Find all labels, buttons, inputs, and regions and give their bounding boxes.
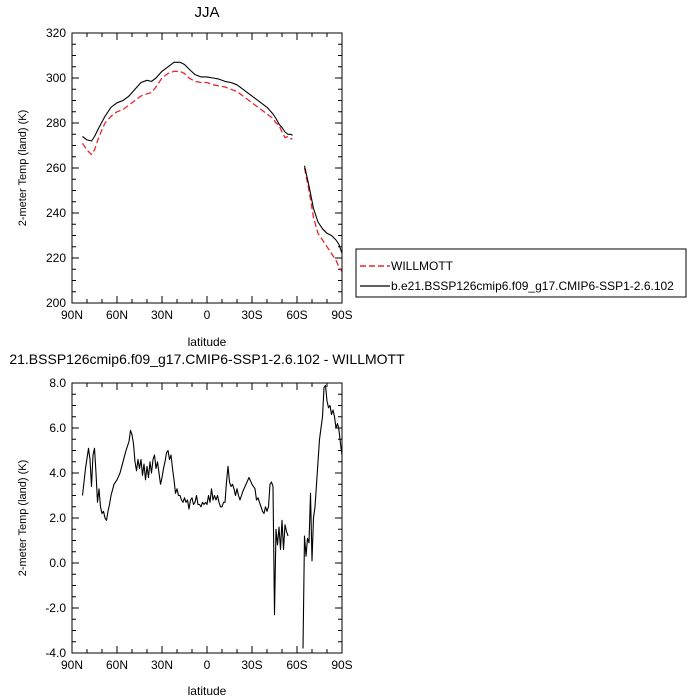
bottom-chart-xtick-label: 60N bbox=[106, 658, 128, 672]
legend-box bbox=[355, 248, 687, 298]
bottom-chart-ytick-label: 8.0 bbox=[49, 376, 66, 390]
bottom-chart-ytick-label: -4.0 bbox=[45, 646, 66, 660]
legend: WILLMOTT b.e21.BSSP126cmip6.f09_g17.CMIP… bbox=[355, 248, 687, 298]
bottom-chart-frame bbox=[71, 382, 343, 654]
top-chart-xtick-label: 0 bbox=[204, 308, 211, 322]
bottom-chart-series-0-line bbox=[302, 384, 343, 649]
bottom-chart-xlabel: latitude bbox=[188, 684, 227, 698]
bottom-chart-ytick-label: 2.0 bbox=[49, 511, 66, 525]
top-chart-xtick-label: 90S bbox=[331, 308, 352, 322]
top-chart-ylabel: 2-meter Temp (land) (K) bbox=[17, 110, 29, 227]
bottom-chart-ytick-label: -2.0 bbox=[45, 601, 66, 615]
top-chart-frame bbox=[71, 32, 343, 304]
bottom-chart-xtick-label: 30N bbox=[151, 658, 173, 672]
top-chart-xtick-label: 60S bbox=[286, 308, 307, 322]
top-chart-series-1-line bbox=[303, 165, 343, 254]
bottom-chart-xtick-label: 90S bbox=[331, 658, 352, 672]
top-chart-ytick-label: 220 bbox=[46, 251, 66, 265]
bottom-chart-xtick-label: 90N bbox=[61, 658, 83, 672]
top-chart-xtick-label: 60N bbox=[106, 308, 128, 322]
top-chart-xtick-label: 90N bbox=[61, 308, 83, 322]
top-chart-ytick-label: 280 bbox=[46, 116, 66, 130]
bottom-chart: 21.BSSP126cmip6.f09_g17.CMIP6-SSP1-2.6.1… bbox=[9, 351, 405, 698]
bottom-chart-ylabel: 2-meter Temp (land) (K) bbox=[17, 460, 29, 577]
bottom-chart-title: 21.BSSP126cmip6.f09_g17.CMIP6-SSP1-2.6.1… bbox=[9, 351, 405, 367]
bottom-chart-ytick-label: 6.0 bbox=[49, 421, 66, 435]
bottom-chart-ytick-label: 4.0 bbox=[49, 466, 66, 480]
top-chart-xlabel: latitude bbox=[188, 335, 227, 349]
top-chart-ytick-label: 320 bbox=[46, 26, 66, 40]
legend-label-willmott: WILLMOTT bbox=[391, 259, 454, 273]
bottom-chart-ytick-label: 0.0 bbox=[49, 556, 66, 570]
top-chart-title: JJA bbox=[194, 4, 219, 21]
top-chart-ytick-label: 240 bbox=[46, 206, 66, 220]
top-chart: JJA 2-meter Temp (land) (K) latitude 90N… bbox=[17, 4, 353, 349]
bottom-chart-xtick-label: 30S bbox=[241, 658, 262, 672]
top-chart-xtick-label: 30S bbox=[241, 308, 262, 322]
legend-label-model: b.e21.BSSP126cmip6.f09_g17.CMIP6-SSP1-2.… bbox=[391, 279, 674, 293]
bottom-chart-xtick-label: 0 bbox=[204, 658, 211, 672]
top-chart-xtick-label: 30N bbox=[151, 308, 173, 322]
bottom-chart-series-0-line bbox=[81, 429, 289, 616]
top-chart-series-0-line bbox=[303, 167, 343, 272]
top-chart-ytick-label: 300 bbox=[46, 71, 66, 85]
top-chart-ytick-label: 260 bbox=[46, 161, 66, 175]
top-chart-ytick-label: 200 bbox=[46, 296, 66, 310]
bottom-chart-xtick-label: 60S bbox=[286, 658, 307, 672]
top-chart-series-0-line bbox=[81, 70, 293, 156]
top-chart-series-1-line bbox=[82, 61, 293, 142]
